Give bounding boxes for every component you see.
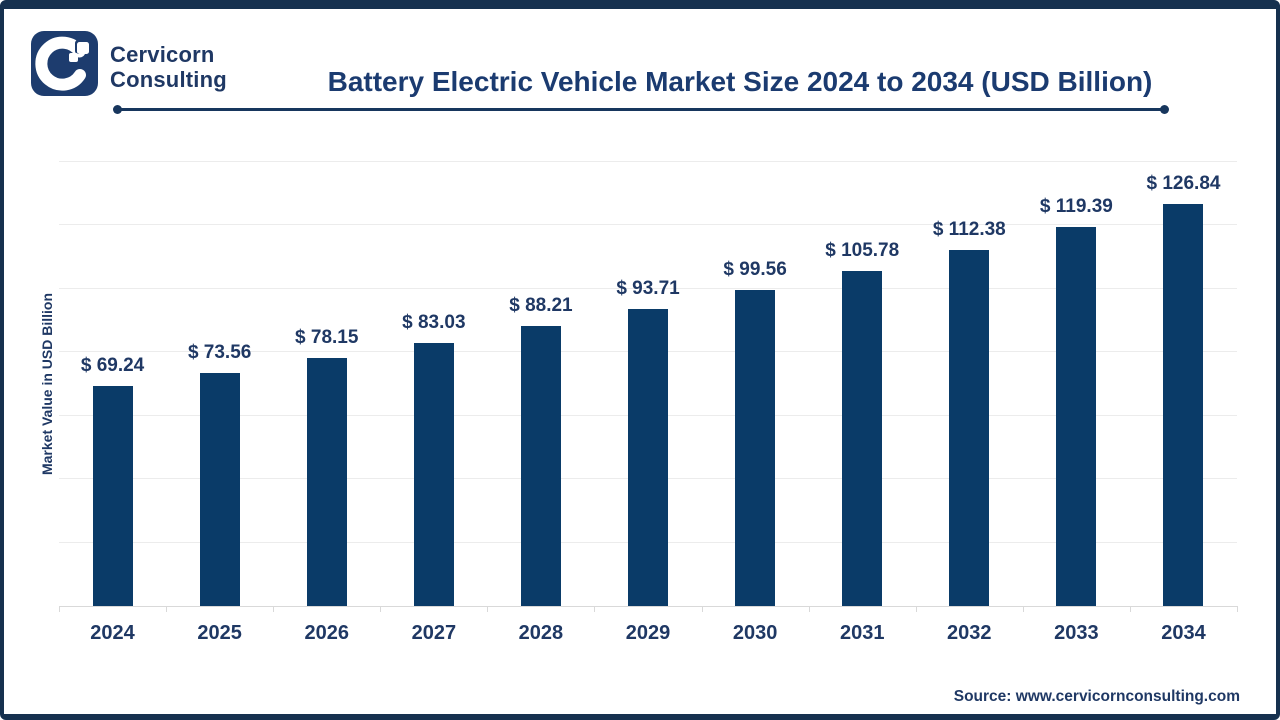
bar <box>413 342 454 606</box>
bar-value-label: $ 119.39 <box>1039 196 1113 218</box>
bar <box>306 358 347 606</box>
bar-value-label: $ 78.15 <box>295 327 359 349</box>
bar <box>735 290 776 606</box>
x-axis-labels: 2024 2025 2026 2027 2028 2029 2030 2031 2032 2033… <box>59 622 1237 645</box>
brand-name: Cervicorn Consulting <box>110 42 227 92</box>
bar <box>842 270 883 606</box>
bar-column: $ 88.21 <box>487 162 594 606</box>
bar-value-label: $ 73.56 <box>187 341 252 363</box>
x-axis-tick <box>487 606 489 612</box>
cervicorn-logo-icon <box>31 31 98 96</box>
bar <box>520 326 561 606</box>
x-tick-label: 2032 <box>947 622 992 644</box>
brand-line1: Cervicorn <box>110 42 215 67</box>
bar <box>628 308 669 606</box>
bar-column: $ 78.15 <box>273 162 380 606</box>
x-axis-tick <box>1237 606 1238 612</box>
bar-value-label: $ 99.56 <box>723 259 787 281</box>
x-axis-tick <box>808 606 810 612</box>
bar <box>949 249 990 606</box>
bar-column: $ 93.71 <box>594 162 701 606</box>
x-axis-tick <box>1022 606 1024 612</box>
bar-column: $ 69.24 <box>59 162 166 606</box>
x-axis-tick <box>1129 606 1131 612</box>
x-tick-label: 2033 <box>1054 622 1099 644</box>
x-tick-label: 2024 <box>90 622 135 644</box>
x-axis-tick <box>701 606 703 612</box>
underline-right-dot-icon <box>1160 105 1169 114</box>
bar-column: $ 126.84 <box>1130 162 1237 606</box>
underline-left-dot-icon <box>113 105 122 114</box>
page-title: Battery Electric Vehicle Market Size 202… <box>327 65 1153 97</box>
x-axis-tick <box>380 606 382 612</box>
x-tick-label: 2026 <box>304 622 349 644</box>
x-axis-tick <box>166 606 168 612</box>
brand-line2: Consulting <box>110 67 227 92</box>
bar-column: $ 99.56 <box>702 162 809 606</box>
x-tick-label: 2028 <box>518 622 564 644</box>
bar <box>199 372 240 606</box>
x-axis-tick <box>59 606 60 612</box>
gridline <box>59 161 1237 162</box>
bar-value-label: $ 105.78 <box>825 239 900 261</box>
bar-column: $ 83.03 <box>380 162 487 606</box>
bar-value-label: $ 126.84 <box>1146 172 1221 194</box>
x-axis-tick <box>594 606 596 612</box>
title-underline <box>113 105 1169 114</box>
bar <box>1056 227 1097 606</box>
x-tick-label: 2034 <box>1161 622 1206 644</box>
bars-container: $ 69.24 $ 73.56 $ 78.15 $ 83.03 $ 88.21 $ 93.… <box>59 162 1237 606</box>
bar-value-label: $ 88.21 <box>509 295 573 317</box>
bar-value-label: $ 83.03 <box>402 311 466 333</box>
x-tick-label: 2030 <box>732 622 778 644</box>
x-axis-tick <box>915 606 917 612</box>
bar-column: $ 73.56 <box>166 162 273 606</box>
bar-column: $ 119.39 <box>1023 162 1130 606</box>
x-tick-label: 2025 <box>197 622 242 644</box>
x-axis-tick <box>273 606 275 612</box>
bar-value-label: $ 93.71 <box>616 277 680 299</box>
bar-value-label: $ 69.24 <box>80 355 145 377</box>
bar-column: $ 105.78 <box>809 162 916 606</box>
gridline <box>59 224 1237 226</box>
y-axis-label: Market Value in USD Billion <box>39 292 55 476</box>
bar <box>92 386 133 606</box>
bar-value-label: $ 112.38 <box>932 218 1006 240</box>
x-tick-label: 2029 <box>625 622 671 644</box>
bar <box>1163 203 1204 606</box>
source-text: Source: www.cervicornconsulting.com <box>953 688 1240 705</box>
gridline <box>59 287 1237 289</box>
plot-area: $ 69.24 $ 73.56 $ 78.15 $ 83.03 $ 88.21 $ 93.… <box>59 161 1238 612</box>
bar-column: $ 112.38 <box>916 162 1023 606</box>
x-tick-label: 2031 <box>839 622 885 644</box>
x-tick-label: 2027 <box>411 622 457 644</box>
